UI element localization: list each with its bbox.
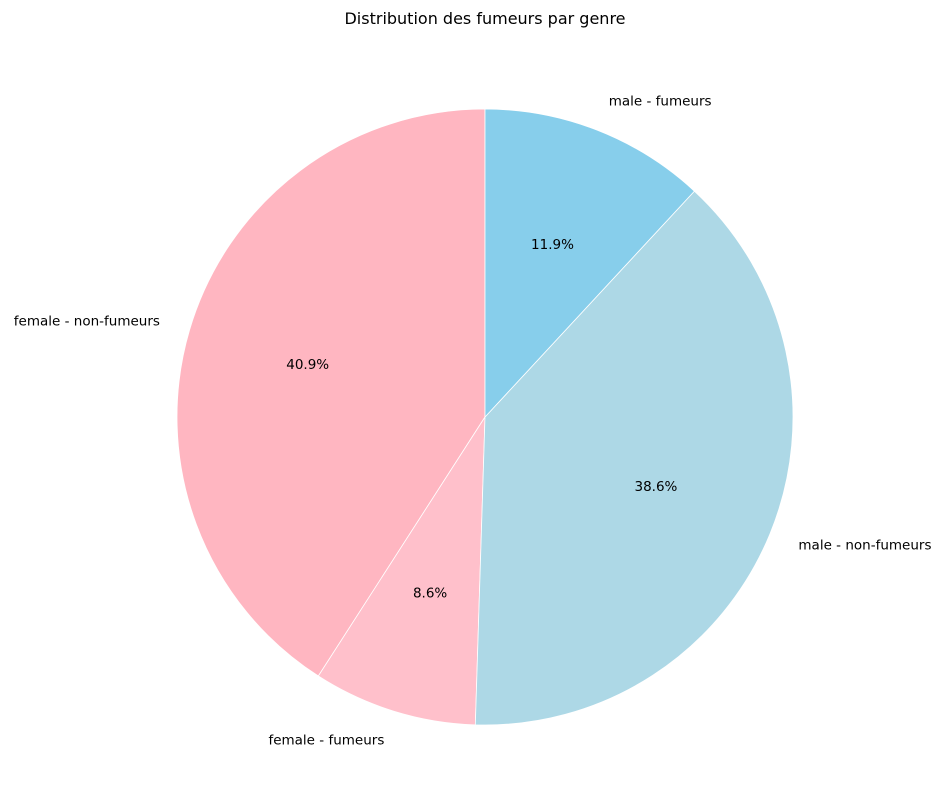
pie-labels: female - non-fumeurs 40.9% female - fumeur… [14, 94, 932, 749]
slice-label-female-non-fumeurs: female - non-fumeurs [14, 313, 160, 329]
pie-slice-female-fumeurs [317, 415, 486, 726]
slice-percent-male-fumeurs: 11.9% [531, 237, 574, 253]
slice-label-male-fumeurs: male - fumeurs [609, 94, 712, 110]
slice-percent-female-fumeurs: 8.6% [413, 585, 447, 601]
slice-label-female-fumeurs: female - fumeurs [268, 733, 384, 749]
slice-percent-male-non-fumeurs: 38.6% [635, 479, 678, 495]
slice-percent-female-non-fumeurs: 40.9% [286, 357, 329, 373]
slice-label-male-non-fumeurs: male - non-fumeurs [798, 538, 931, 554]
pie-slice-male-fumeurs [484, 108, 695, 419]
pie-slice-male-non-fumeurs [474, 190, 794, 726]
chart-title: Distribution des fumeurs par genre [344, 9, 625, 28]
pie-slices [176, 108, 794, 726]
pie-slice-female-non-fumeurs [176, 108, 486, 677]
